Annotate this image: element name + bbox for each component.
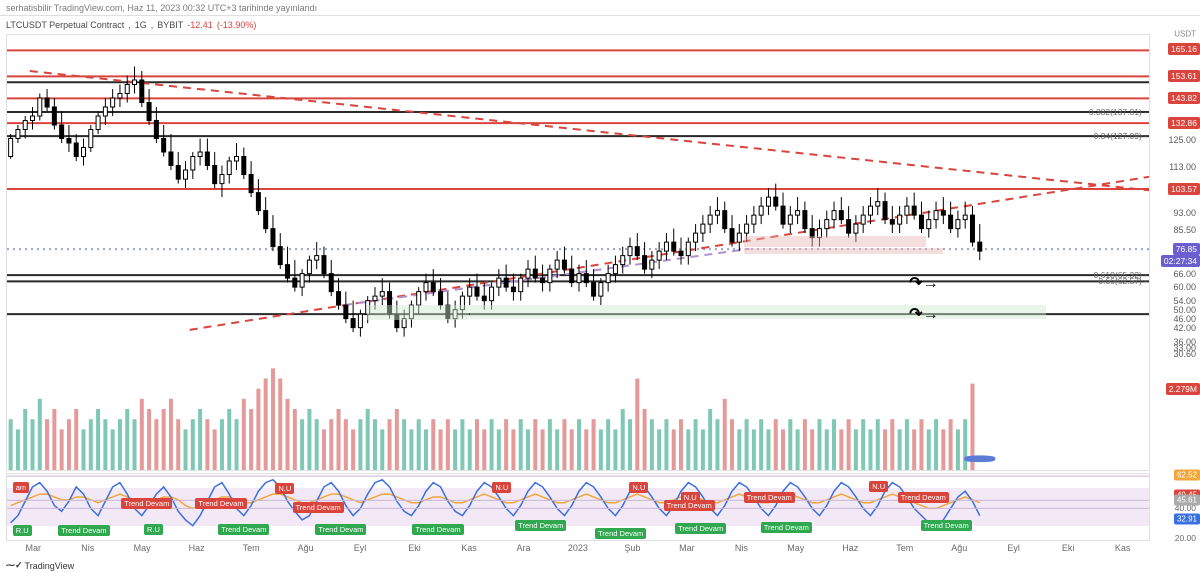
time-tick: Haz <box>823 543 877 557</box>
symbol-bar: LTCUSDT Perpetual Contract, 1G, BYBIT -1… <box>0 16 1200 34</box>
oscillator-tag: Trend Devam <box>218 524 269 535</box>
oscillator-tag: am <box>13 482 29 493</box>
time-tick: Eki <box>1041 543 1095 557</box>
price-label: 143.82 <box>1168 92 1200 104</box>
time-tick: Eyl <box>986 543 1040 557</box>
time-tick: Eki <box>387 543 441 557</box>
oscillator-tag: Trend Devam <box>315 524 366 535</box>
axis-tick: 113.00 <box>1169 162 1196 172</box>
symbol-interval: 1G <box>135 20 147 30</box>
time-tick: Şub <box>605 543 659 557</box>
axis-tick: 93.00 <box>1173 208 1196 218</box>
oscillator-tag: Trend Devam <box>761 522 812 533</box>
zone-rect <box>470 305 1047 319</box>
price-label: 132.86 <box>1168 117 1200 129</box>
oscillator-tag: Trend Devam <box>595 528 646 539</box>
zone-rect <box>744 248 944 254</box>
price-area[interactable]: 0.382(137.81) -0.34(127.09) -0.618(65.32… <box>7 35 1149 357</box>
axis-tick: 60.00 <box>1173 282 1196 292</box>
time-axis: MarNisMayHazTemAğuEylEkiKasAra2023ŞubMar… <box>6 543 1150 557</box>
oscillator-tag: N.U <box>629 482 648 493</box>
zone-rect <box>744 236 927 246</box>
oscillator-lines <box>7 474 1149 540</box>
time-tick: Tem <box>224 543 278 557</box>
time-tick: Tem <box>878 543 932 557</box>
oscillator-tag: Trend Devam <box>412 524 463 535</box>
symbol-change-pct: (-13.90%) <box>217 20 257 30</box>
tv-logo-icon: ⁓✓ <box>6 560 23 571</box>
volume-area <box>7 357 1149 470</box>
time-tick: Ağu <box>278 543 332 557</box>
chart-pane[interactable]: 0.382(137.81) -0.34(127.09) -0.618(65.32… <box>6 34 1150 471</box>
arrow-icon: ↷→ <box>909 273 938 293</box>
axis-tick: 66.00 <box>1173 269 1196 279</box>
osc-axis-tick: 20.00 <box>1175 533 1196 543</box>
fib-label: 0.34(127.09) - <box>1094 131 1147 141</box>
oscillator-tag: N.U <box>869 481 888 492</box>
osc-axis-badge: 62.52 <box>1174 470 1200 481</box>
oscillator-pane[interactable]: am R.U Trend Devam Trend Devam R.U Trend Deva… <box>6 473 1150 541</box>
oscillator-tag: R.U <box>144 524 163 535</box>
axis-tick: 30.60 <box>1173 349 1196 359</box>
price-axis[interactable]: USDT125.00113.0093.0085.5066.0060.0054.0… <box>1150 34 1200 471</box>
oscillator-tag: Trend Devam <box>921 520 972 531</box>
zone-rect <box>367 305 470 320</box>
publish-bar: serhatisbilir TradingView.com, Haz 11, 2… <box>0 0 1200 16</box>
price-label: 165.16 <box>1168 43 1200 55</box>
symbol-name: LTCUSDT Perpetual Contract <box>6 20 124 30</box>
oscillator-tag: Trend Devam <box>898 492 949 503</box>
price-countdown: 02:27:34 <box>1161 255 1200 267</box>
footer: ⁓✓ TradingView <box>6 560 74 571</box>
price-label: 103.57 <box>1168 183 1200 195</box>
axis-tick: 42.00 <box>1173 323 1196 333</box>
oscillator-tag: N.U <box>492 482 511 493</box>
oscillator-tag: Trend Devam <box>675 523 726 534</box>
time-tick: Nis <box>714 543 768 557</box>
time-tick: Ara <box>496 543 550 557</box>
oscillator-tag: Trend Devam <box>744 492 795 503</box>
publish-text: serhatisbilir TradingView.com, Haz 11, 2… <box>6 3 317 13</box>
price-label: 153.61 <box>1168 70 1200 82</box>
volume-label: 2.279M <box>1166 383 1200 395</box>
volume-bars <box>7 357 1149 470</box>
symbol-change-abs: -12.41 <box>187 20 213 30</box>
time-tick: Nis <box>60 543 114 557</box>
axis-unit: USDT <box>1174 30 1196 39</box>
osc-axis-badge: 32.91 <box>1174 513 1200 524</box>
time-tick: Kas <box>1095 543 1149 557</box>
fib-label: 0.382(137.81) - <box>1089 107 1147 117</box>
axis-tick: 85.50 <box>1173 225 1196 235</box>
time-tick: May <box>769 543 823 557</box>
time-tick: Haz <box>169 543 223 557</box>
time-tick: Kas <box>442 543 496 557</box>
axis-tick: 125.00 <box>1168 135 1196 145</box>
price-label: 76.85 <box>1173 243 1200 255</box>
time-tick: Mar <box>6 543 60 557</box>
time-tick: Mar <box>660 543 714 557</box>
oscillator-tag: Trend Devam <box>58 525 109 536</box>
fib-label: 0.66(62.57) - <box>1098 276 1147 286</box>
symbol-exchange: BYBIT <box>157 20 183 30</box>
time-tick: 2023 <box>551 543 605 557</box>
oscillator-tag: N.U <box>275 483 294 494</box>
oscillator-tag: Trend Devam <box>293 502 344 513</box>
osc-axis-badge: 45.61 <box>1174 495 1200 506</box>
time-tick: Eyl <box>333 543 387 557</box>
brand-text: TradingView <box>25 561 75 571</box>
time-tick: Ağu <box>932 543 986 557</box>
oscillator-axis: 62.5245.6140.0020.0062.5249.4545.6132.91 <box>1150 473 1200 541</box>
oscillator-tag: Trend Devam <box>515 520 566 531</box>
time-tick: May <box>115 543 169 557</box>
oscillator-tag: Trend Devam <box>195 498 246 509</box>
oscillator-tag: R.U <box>13 525 32 536</box>
oscillator-tag: Trend Devam <box>664 500 715 511</box>
oscillator-tag: Trend Devam <box>121 498 172 509</box>
arrow-icon: ↷→ <box>909 304 938 324</box>
